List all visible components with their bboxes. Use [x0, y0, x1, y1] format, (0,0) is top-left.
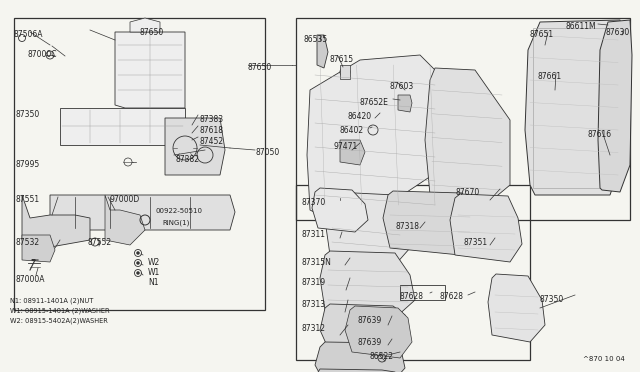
- Text: 87661: 87661: [538, 72, 562, 81]
- Polygon shape: [310, 369, 400, 372]
- Text: 87318: 87318: [395, 222, 419, 231]
- Polygon shape: [598, 20, 632, 192]
- Text: 87552: 87552: [88, 238, 112, 247]
- Text: 87652E: 87652E: [360, 98, 389, 107]
- Text: 87650: 87650: [140, 28, 164, 37]
- Polygon shape: [307, 55, 445, 215]
- Text: 87315N: 87315N: [302, 258, 332, 267]
- Polygon shape: [383, 191, 478, 255]
- Polygon shape: [315, 342, 405, 372]
- Text: 87382: 87382: [175, 155, 199, 164]
- Text: 87670: 87670: [456, 188, 480, 197]
- Text: 87628: 87628: [440, 292, 464, 301]
- Text: 86611M: 86611M: [566, 22, 596, 31]
- Polygon shape: [22, 195, 90, 248]
- Text: 86522: 86522: [370, 352, 394, 361]
- Text: 86420: 86420: [348, 112, 372, 121]
- Circle shape: [136, 262, 140, 264]
- Text: 87650: 87650: [248, 63, 272, 72]
- Text: W1: 08915-1401A (2)WASHER: W1: 08915-1401A (2)WASHER: [10, 308, 109, 314]
- Polygon shape: [450, 194, 522, 262]
- Polygon shape: [345, 306, 412, 358]
- Text: 00922-50510: 00922-50510: [155, 208, 202, 214]
- Polygon shape: [320, 304, 410, 355]
- Text: 87452: 87452: [200, 137, 224, 146]
- Polygon shape: [488, 274, 545, 342]
- Text: 86535: 86535: [303, 35, 327, 44]
- Polygon shape: [165, 118, 225, 175]
- Text: 87312: 87312: [302, 324, 326, 333]
- Text: RING(1): RING(1): [162, 220, 189, 227]
- Text: 97471: 97471: [334, 142, 358, 151]
- Polygon shape: [115, 32, 185, 108]
- Polygon shape: [325, 192, 410, 265]
- Text: 87350: 87350: [540, 295, 564, 304]
- Polygon shape: [340, 65, 350, 79]
- Text: 97000D: 97000D: [110, 195, 140, 204]
- Text: 87630: 87630: [606, 28, 630, 37]
- Polygon shape: [130, 18, 160, 32]
- Text: 87551: 87551: [16, 195, 40, 204]
- Polygon shape: [312, 188, 368, 232]
- Polygon shape: [22, 235, 55, 262]
- Text: 87995: 87995: [16, 160, 40, 169]
- Text: 87000A: 87000A: [16, 275, 45, 284]
- Polygon shape: [398, 95, 412, 112]
- Polygon shape: [425, 68, 510, 210]
- Text: 87506A: 87506A: [14, 30, 44, 39]
- Text: 87311: 87311: [302, 230, 326, 239]
- Circle shape: [136, 272, 140, 275]
- Text: 87628: 87628: [400, 292, 424, 301]
- Text: 87319: 87319: [302, 278, 326, 287]
- Text: 87651: 87651: [530, 30, 554, 39]
- Text: 86402: 86402: [340, 126, 364, 135]
- Text: 87383: 87383: [200, 115, 224, 124]
- Polygon shape: [525, 20, 625, 195]
- Text: 87370: 87370: [302, 198, 326, 207]
- Circle shape: [136, 251, 140, 254]
- Polygon shape: [50, 195, 235, 230]
- Text: N1: 08911-1401A (2)NUT: N1: 08911-1401A (2)NUT: [10, 298, 93, 305]
- Text: W2: W2: [148, 258, 160, 267]
- Text: 87615: 87615: [330, 55, 354, 64]
- Text: N1: N1: [148, 278, 159, 287]
- Polygon shape: [105, 195, 145, 245]
- Text: 87603: 87603: [390, 82, 414, 91]
- Text: 87639: 87639: [358, 316, 382, 325]
- Polygon shape: [60, 108, 185, 145]
- Text: 87616: 87616: [588, 130, 612, 139]
- Polygon shape: [317, 35, 328, 68]
- Text: ^870 10 04: ^870 10 04: [583, 356, 625, 362]
- Text: 87000C: 87000C: [28, 50, 58, 59]
- Text: 87313: 87313: [302, 300, 326, 309]
- Polygon shape: [320, 251, 415, 318]
- Text: 87639: 87639: [358, 338, 382, 347]
- Text: 87618: 87618: [200, 126, 224, 135]
- Text: 87350: 87350: [16, 110, 40, 119]
- Text: W2: 08915-5402A(2)WASHER: W2: 08915-5402A(2)WASHER: [10, 318, 108, 324]
- Text: W1: W1: [148, 268, 160, 277]
- Polygon shape: [340, 140, 365, 165]
- Text: 87532: 87532: [16, 238, 40, 247]
- Text: 87050: 87050: [255, 148, 279, 157]
- Text: 87351: 87351: [464, 238, 488, 247]
